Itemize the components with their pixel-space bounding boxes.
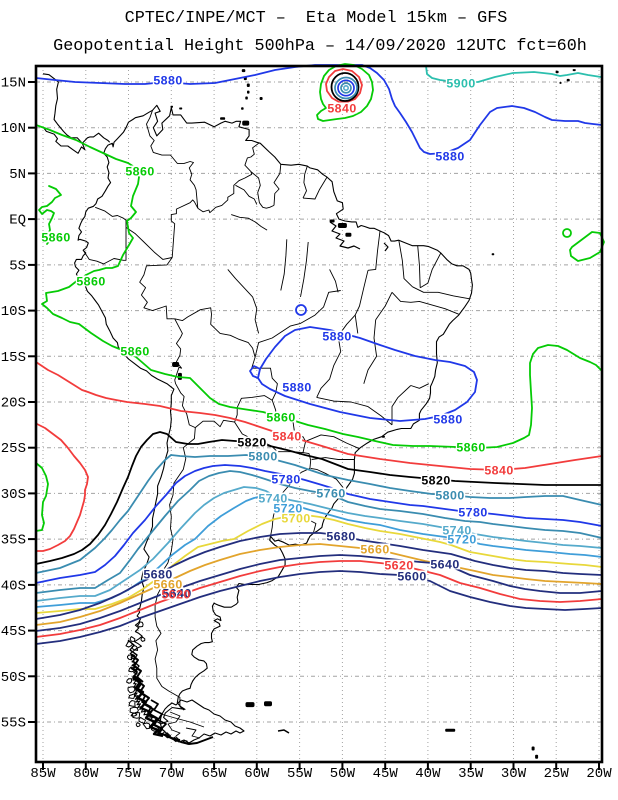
svg-text:20S: 20S <box>1 396 26 412</box>
svg-text:40W: 40W <box>415 766 441 782</box>
svg-text:5820: 5820 <box>421 474 450 488</box>
svg-text:5740: 5740 <box>442 524 471 538</box>
svg-text:5820: 5820 <box>237 436 266 450</box>
svg-text:60W: 60W <box>244 766 270 782</box>
svg-text:10S: 10S <box>1 304 26 320</box>
svg-text:5840: 5840 <box>327 102 356 116</box>
svg-text:5780: 5780 <box>271 473 300 487</box>
svg-text:35S: 35S <box>1 533 26 549</box>
svg-text:5660: 5660 <box>153 578 182 592</box>
svg-text:35W: 35W <box>458 766 484 782</box>
svg-text:5760: 5760 <box>316 487 345 501</box>
svg-text:80W: 80W <box>73 766 99 782</box>
svg-text:5620: 5620 <box>384 559 413 573</box>
svg-text:20W: 20W <box>586 766 612 782</box>
svg-text:15S: 15S <box>1 350 26 366</box>
svg-text:30S: 30S <box>1 487 26 503</box>
svg-text:5640: 5640 <box>162 587 191 601</box>
svg-text:5640: 5640 <box>430 558 459 572</box>
svg-text:45W: 45W <box>373 766 399 782</box>
svg-text:5800: 5800 <box>248 450 277 464</box>
svg-text:5880: 5880 <box>153 74 182 88</box>
svg-text:15N: 15N <box>1 76 26 92</box>
svg-text:5860: 5860 <box>266 411 295 425</box>
svg-text:30W: 30W <box>501 766 527 782</box>
svg-text:55W: 55W <box>287 766 313 782</box>
svg-text:10N: 10N <box>1 121 26 137</box>
svg-text:5880: 5880 <box>322 330 351 344</box>
svg-text:45S: 45S <box>1 624 26 640</box>
svg-text:55S: 55S <box>1 716 26 732</box>
svg-text:50S: 50S <box>1 670 26 686</box>
svg-text:65W: 65W <box>201 766 227 782</box>
svg-text:70W: 70W <box>159 766 185 782</box>
svg-text:5860: 5860 <box>76 275 105 289</box>
svg-text:25W: 25W <box>544 766 570 782</box>
svg-text:5880: 5880 <box>433 413 462 427</box>
svg-text:40S: 40S <box>1 578 26 594</box>
svg-text:5680: 5680 <box>326 530 355 544</box>
svg-text:25S: 25S <box>1 441 26 457</box>
svg-text:5720: 5720 <box>273 502 302 516</box>
svg-text:5860: 5860 <box>125 165 154 179</box>
svg-text:5680: 5680 <box>143 568 172 582</box>
svg-text:5660: 5660 <box>360 543 389 557</box>
svg-text:5860: 5860 <box>41 231 70 245</box>
svg-text:5720: 5720 <box>447 533 476 547</box>
svg-text:50W: 50W <box>330 766 356 782</box>
svg-text:5860: 5860 <box>456 441 485 455</box>
svg-text:5S: 5S <box>9 258 26 274</box>
svg-text:EQ: EQ <box>9 213 26 229</box>
svg-text:5600: 5600 <box>397 570 426 584</box>
svg-text:75W: 75W <box>116 766 142 782</box>
svg-text:CPTEC/INPE/MCT – Eta Model 15: CPTEC/INPE/MCT – Eta Model 15km – GFS <box>125 9 508 28</box>
svg-text:5880: 5880 <box>435 150 464 164</box>
svg-text:Geopotential Height 500hPa – 1: Geopotential Height 500hPa – 14/09/2020 … <box>53 37 587 56</box>
svg-text:85W: 85W <box>30 766 56 782</box>
svg-text:5840: 5840 <box>272 430 301 444</box>
svg-text:5620: 5620 <box>161 588 190 602</box>
svg-text:5700: 5700 <box>281 512 310 526</box>
svg-text:5860: 5860 <box>120 345 149 359</box>
svg-text:5740: 5740 <box>258 492 287 506</box>
svg-text:5840: 5840 <box>484 464 513 478</box>
svg-text:5880: 5880 <box>282 381 311 395</box>
svg-text:5900: 5900 <box>446 77 475 91</box>
svg-text:5780: 5780 <box>458 506 487 520</box>
svg-text:5N: 5N <box>9 167 26 183</box>
svg-text:5800: 5800 <box>435 489 464 503</box>
